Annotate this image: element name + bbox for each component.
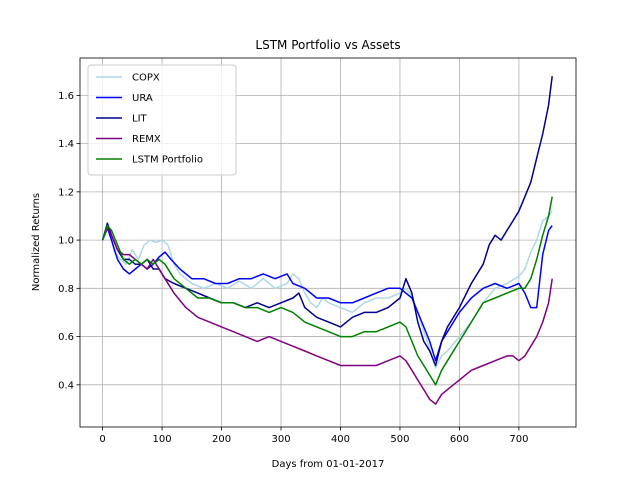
y-tick-label: 0.8 bbox=[58, 284, 74, 295]
x-tick-label: 700 bbox=[509, 434, 528, 445]
x-tick-label: 0 bbox=[99, 434, 105, 445]
series-line-lit bbox=[101, 76, 553, 367]
x-axis: 0 100 200 300 400 500 600 700 bbox=[99, 427, 528, 445]
legend-label: LSTM Portfolio bbox=[132, 155, 203, 166]
x-tick-label: 600 bbox=[450, 434, 469, 445]
chart-title: LSTM Portfolio vs Assets bbox=[255, 38, 400, 52]
y-tick-label: 1.4 bbox=[58, 139, 74, 150]
y-tick-label: 0.6 bbox=[58, 332, 74, 343]
y-tick-label: 1.0 bbox=[58, 236, 74, 247]
series-line-lstm-portfolio bbox=[101, 196, 553, 386]
y-tick-label: 1.2 bbox=[58, 187, 74, 198]
legend-label: URA bbox=[132, 93, 153, 104]
plot-frame bbox=[79, 57, 577, 428]
y-tick-label: 0.4 bbox=[58, 380, 74, 391]
x-tick-label: 500 bbox=[390, 434, 409, 445]
legend-label: REMX bbox=[132, 134, 161, 145]
legend: COPX URA LIT REMX LSTM Portfolio bbox=[87, 64, 237, 176]
x-tick-label: 300 bbox=[271, 434, 290, 445]
y-axis-label: Normalized Returns bbox=[31, 193, 42, 291]
x-axis-label: Days from 01-01-2017 bbox=[272, 459, 385, 470]
legend-label: COPX bbox=[132, 73, 160, 84]
y-tick-label: 1.6 bbox=[58, 91, 74, 102]
series-line-ura bbox=[101, 225, 553, 362]
legend-label: LIT bbox=[132, 114, 148, 125]
x-tick-label: 100 bbox=[153, 434, 172, 445]
y-axis: 0.4 0.6 0.8 1.0 1.2 1.4 1.6 bbox=[58, 91, 80, 391]
plot-series bbox=[101, 76, 553, 405]
x-tick-label: 200 bbox=[212, 434, 231, 445]
legend-box bbox=[87, 64, 237, 176]
x-tick-label: 400 bbox=[331, 434, 350, 445]
